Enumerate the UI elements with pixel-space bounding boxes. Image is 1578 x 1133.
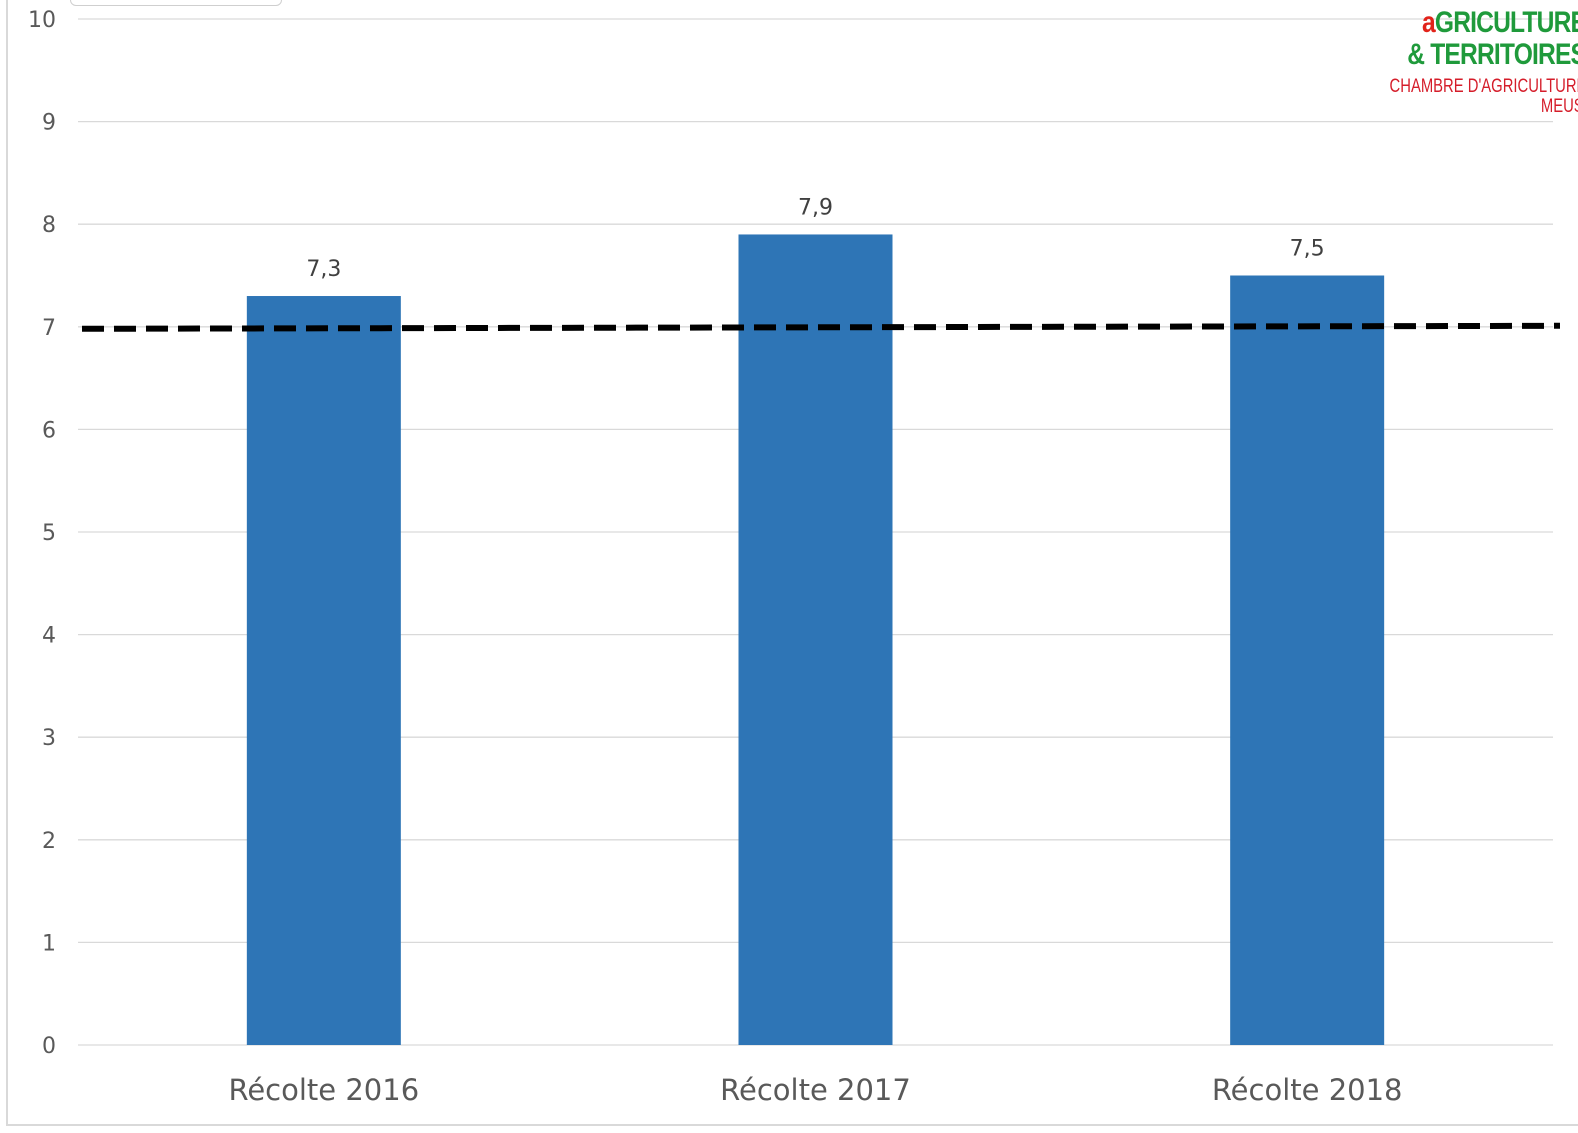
y-axis-tick-labels: 0 1 2 3 4 5 6 7 8 9 10: [28, 8, 56, 1059]
x-tick-label-1: Récolte 2016: [228, 1073, 419, 1107]
agriculture-territoires-logo: aGRICULTURE & TERRITOIRES CHAMBRE D'AGRI…: [1378, 6, 1578, 126]
bar-1: [246, 296, 401, 1045]
y-tick-label-7: 7: [42, 316, 56, 341]
y-tick-label-4: 4: [42, 624, 56, 649]
y-tick-label-6: 6: [42, 418, 56, 443]
chart-frame-bottom-border: [6, 1124, 1578, 1126]
y-tick-label-0: 0: [42, 1034, 56, 1059]
y-tick-label-9: 9: [42, 111, 56, 136]
y-tick-label-3: 3: [42, 726, 56, 751]
reference-line-group: [81, 322, 1561, 332]
data-label-2: 7,9: [798, 195, 833, 220]
data-label-3: 7,5: [1290, 237, 1325, 262]
logo-word: GRICULTURE: [1434, 6, 1578, 39]
y-tick-label-1: 1: [42, 931, 56, 956]
x-tick-label-2: Récolte 2017: [720, 1073, 911, 1107]
logo-line-3: CHAMBRE D'AGRICULTURE: [1389, 76, 1578, 97]
chart-frame-left-border: [6, 0, 8, 1126]
bar-3: [1230, 275, 1385, 1045]
x-tick-label-3: Récolte 2018: [1212, 1073, 1403, 1107]
logo-line-2: & TERRITOIRES: [1407, 38, 1578, 71]
bars: [246, 234, 1385, 1045]
logo-initial: a: [1421, 6, 1436, 39]
bar-2: [738, 234, 893, 1045]
logo-line-4: MEUSE: [1541, 96, 1578, 117]
y-tick-label-8: 8: [42, 213, 56, 238]
y-tick-label-5: 5: [42, 521, 56, 546]
reference-line: [81, 322, 1561, 332]
logo-line-1: aGRICULTURE: [1422, 6, 1578, 40]
y-tick-label-2: 2: [42, 829, 56, 854]
data-label-1: 7,3: [306, 257, 341, 282]
data-labels: 7,3 7,9 7,5: [306, 195, 1324, 282]
y-tick-label-10: 10: [28, 8, 56, 33]
x-axis-tick-labels: Récolte 2016 Récolte 2017 Récolte 2018: [228, 1073, 1402, 1107]
